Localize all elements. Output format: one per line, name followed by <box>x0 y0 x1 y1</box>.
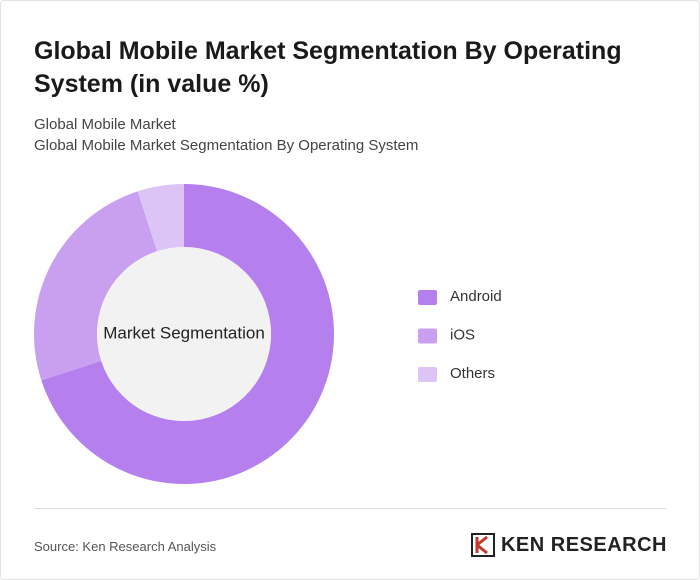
legend-label: iOS <box>450 326 475 343</box>
donut-hole <box>97 247 271 421</box>
legend-swatch <box>418 367 437 382</box>
logo-text: KEN RESEARCH <box>500 533 667 556</box>
subtitle: Global Mobile Market <box>34 116 176 133</box>
donut-segment <box>137 184 184 252</box>
logo: KEN RESEARCH <box>470 533 667 557</box>
source: Source: Ken Research Analysis <box>34 539 217 554</box>
legend-label: Android <box>450 288 502 305</box>
chart: Market Segmentation Android iOS Others <box>33 184 502 484</box>
subtitle: Global Mobile Market Segmentation By Ope… <box>34 137 419 154</box>
chart-title: Global Mobile Market Segmentation By Ope… <box>34 37 622 98</box>
logo-icon <box>470 533 495 557</box>
donut-segment <box>33 191 158 381</box>
legend-label: Others <box>450 365 495 382</box>
legend-swatch <box>418 328 437 344</box>
donut-segment <box>41 184 334 484</box>
divider <box>34 508 666 509</box>
center-label: Market Segmentation <box>103 323 265 342</box>
legend-swatch <box>418 290 437 305</box>
